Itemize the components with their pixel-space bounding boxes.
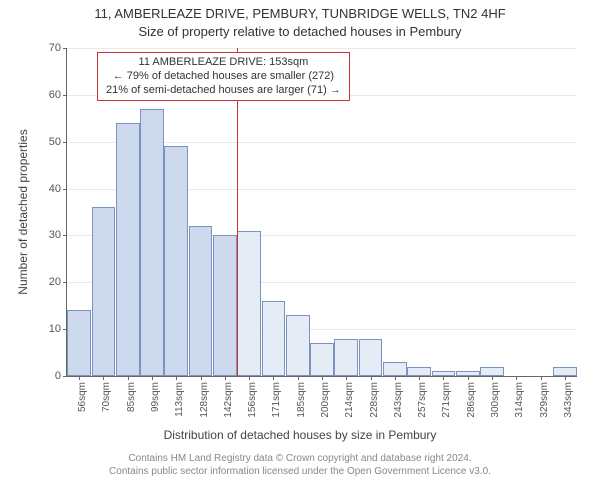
histogram-bar (237, 231, 261, 376)
xtick-mark (273, 376, 274, 380)
ytick-label: 60 (49, 89, 61, 101)
xtick-mark (371, 376, 372, 380)
histogram-bar (189, 226, 213, 376)
histogram-bar (334, 339, 358, 376)
ytick-label: 50 (49, 136, 61, 148)
xtick-label: 329sqm (539, 382, 550, 418)
xtick-mark (516, 376, 517, 380)
footer-line-2: Contains public sector information licen… (0, 465, 600, 478)
histogram-bar (116, 123, 140, 376)
info-line-1: 11 AMBERLEAZE DRIVE: 153sqm (106, 56, 341, 70)
histogram-bar (286, 315, 310, 376)
histogram-bar (480, 367, 504, 376)
xtick-label: 156sqm (247, 382, 258, 418)
xtick-mark (298, 376, 299, 380)
ytick-mark (63, 235, 67, 236)
histogram-bar (310, 343, 334, 376)
xtick-mark (249, 376, 250, 380)
title-main: 11, AMBERLEAZE DRIVE, PEMBURY, TUNBRIDGE… (0, 6, 600, 21)
xtick-label: 56sqm (77, 382, 88, 412)
histogram-bar (359, 339, 383, 376)
xtick-label: 200sqm (320, 382, 331, 418)
xtick-mark (419, 376, 420, 380)
xtick-mark (79, 376, 80, 380)
xtick-mark (103, 376, 104, 380)
xtick-mark (128, 376, 129, 380)
footer-credits: Contains HM Land Registry data © Crown c… (0, 452, 600, 478)
ytick-label: 70 (49, 42, 61, 54)
footer-line-1: Contains HM Land Registry data © Crown c… (0, 452, 600, 465)
xtick-label: 128sqm (199, 382, 210, 418)
gridline (67, 48, 577, 49)
histogram-bar (553, 367, 577, 376)
histogram-bar (383, 362, 407, 376)
xtick-label: 113sqm (174, 382, 185, 417)
xtick-label: 185sqm (296, 382, 307, 418)
ytick-mark (63, 48, 67, 49)
xtick-mark (565, 376, 566, 380)
xtick-label: 314sqm (514, 382, 525, 418)
ytick-label: 20 (49, 276, 61, 288)
info-box: 11 AMBERLEAZE DRIVE: 153sqm← 79% of deta… (97, 52, 350, 101)
xtick-mark (322, 376, 323, 380)
y-axis-label: Number of detached properties (16, 129, 30, 294)
xtick-label: 257sqm (417, 382, 428, 418)
histogram-bar (262, 301, 286, 376)
histogram-bar (164, 146, 188, 376)
xtick-mark (395, 376, 396, 380)
xtick-label: 99sqm (150, 382, 161, 412)
histogram-bar (67, 310, 91, 376)
ytick-label: 10 (49, 323, 61, 335)
histogram-bar (407, 367, 431, 376)
ytick-mark (63, 142, 67, 143)
histogram-bar (92, 207, 116, 376)
plot-area: 01020304050607056sqm70sqm85sqm99sqm113sq… (66, 48, 577, 377)
title-sub: Size of property relative to detached ho… (0, 24, 600, 39)
ytick-label: 40 (49, 183, 61, 195)
xtick-mark (201, 376, 202, 380)
xtick-label: 271sqm (441, 382, 452, 418)
xtick-label: 171sqm (271, 382, 282, 418)
xtick-label: 228sqm (369, 382, 380, 418)
ytick-mark (63, 95, 67, 96)
histogram-bar (140, 109, 164, 376)
xtick-label: 300sqm (490, 382, 501, 418)
xtick-mark (152, 376, 153, 380)
chart-container: 11, AMBERLEAZE DRIVE, PEMBURY, TUNBRIDGE… (0, 0, 600, 500)
info-line-3: 21% of semi-detached houses are larger (… (106, 84, 341, 98)
xtick-mark (346, 376, 347, 380)
ytick-label: 30 (49, 229, 61, 241)
info-line-2: ← 79% of detached houses are smaller (27… (106, 70, 341, 84)
ytick-mark (63, 282, 67, 283)
xtick-mark (225, 376, 226, 380)
xtick-label: 343sqm (563, 382, 574, 418)
xtick-mark (541, 376, 542, 380)
xtick-label: 85sqm (126, 382, 137, 412)
xtick-label: 286sqm (466, 382, 477, 418)
ytick-mark (63, 189, 67, 190)
xtick-mark (443, 376, 444, 380)
xtick-mark (492, 376, 493, 380)
x-axis-label: Distribution of detached houses by size … (0, 428, 600, 442)
xtick-label: 70sqm (101, 382, 112, 412)
ytick-mark (63, 376, 67, 377)
histogram-bar (213, 235, 237, 376)
xtick-mark (468, 376, 469, 380)
xtick-label: 243sqm (393, 382, 404, 418)
xtick-label: 142sqm (223, 382, 234, 418)
xtick-label: 214sqm (344, 382, 355, 418)
ytick-label: 0 (55, 370, 61, 382)
xtick-mark (176, 376, 177, 380)
